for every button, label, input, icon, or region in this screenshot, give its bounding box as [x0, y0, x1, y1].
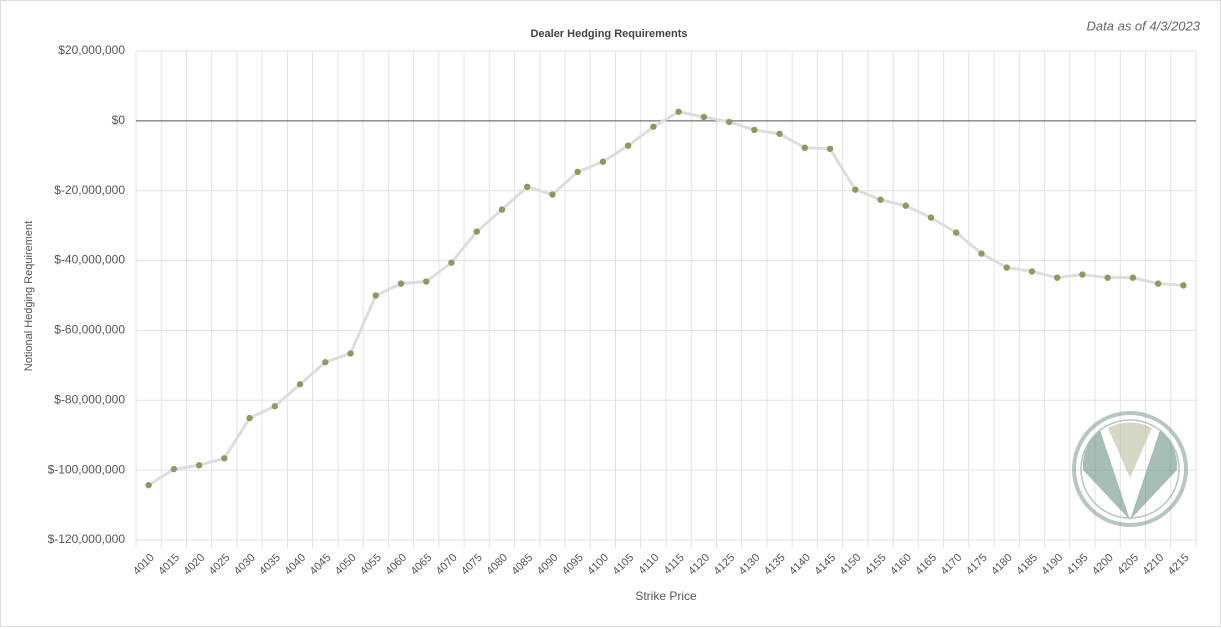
point	[195, 462, 203, 469]
y-tick-label: $20,000,000	[58, 43, 125, 57]
y-tick-label: $-120,000,000	[48, 532, 126, 546]
point	[801, 144, 809, 151]
point	[978, 250, 985, 257]
logo-shape	[1082, 430, 1130, 520]
point	[1154, 280, 1162, 287]
y-tick-label: $0	[112, 113, 126, 127]
chart-title: Dealer Hedging Requirements	[530, 28, 687, 40]
y-axis-label: Notional Hedging Requirement	[23, 221, 35, 371]
point	[927, 214, 935, 221]
point	[1129, 274, 1137, 281]
point	[953, 229, 960, 236]
logo-ring	[1072, 411, 1188, 527]
y-tick-label: $-80,000,000	[54, 392, 125, 406]
data-note: Data as of 4/3/2023	[1087, 18, 1201, 33]
logo-ring	[1080, 419, 1180, 519]
logo-shape	[1130, 430, 1178, 520]
y-tick-label: $-100,000,000	[48, 462, 126, 476]
point	[145, 481, 152, 489]
point	[675, 108, 682, 115]
point	[448, 259, 455, 266]
point	[372, 292, 379, 299]
point	[423, 278, 430, 285]
line	[147, 110, 1184, 487]
point	[523, 183, 531, 191]
point	[725, 118, 733, 126]
point	[1053, 274, 1061, 281]
point	[246, 414, 253, 422]
point	[1003, 264, 1010, 271]
point	[624, 142, 632, 149]
point	[877, 196, 884, 203]
point	[296, 381, 304, 388]
point	[1028, 268, 1036, 275]
point	[322, 359, 329, 366]
point	[574, 168, 581, 176]
point	[751, 126, 758, 134]
y-tick-label: $-20,000,000	[54, 183, 125, 197]
point	[776, 130, 783, 137]
point	[549, 191, 556, 198]
point	[347, 350, 354, 357]
x-axis-label: Strike Price	[635, 589, 697, 603]
point	[650, 123, 657, 130]
point	[700, 113, 708, 121]
logo-watermark	[1072, 411, 1188, 527]
point	[1180, 282, 1187, 289]
point	[1079, 271, 1086, 278]
point	[170, 465, 178, 473]
point	[271, 403, 279, 410]
point	[1104, 274, 1111, 281]
point	[221, 455, 228, 462]
point	[397, 280, 405, 287]
point	[852, 186, 859, 193]
point	[902, 202, 909, 209]
logo-shape	[1108, 422, 1152, 478]
y-tick-label: $-60,000,000	[54, 323, 125, 337]
point	[498, 206, 506, 213]
point	[473, 228, 480, 235]
y-tick-label: $-40,000,000	[54, 253, 125, 267]
point	[826, 145, 834, 152]
point	[599, 158, 607, 165]
